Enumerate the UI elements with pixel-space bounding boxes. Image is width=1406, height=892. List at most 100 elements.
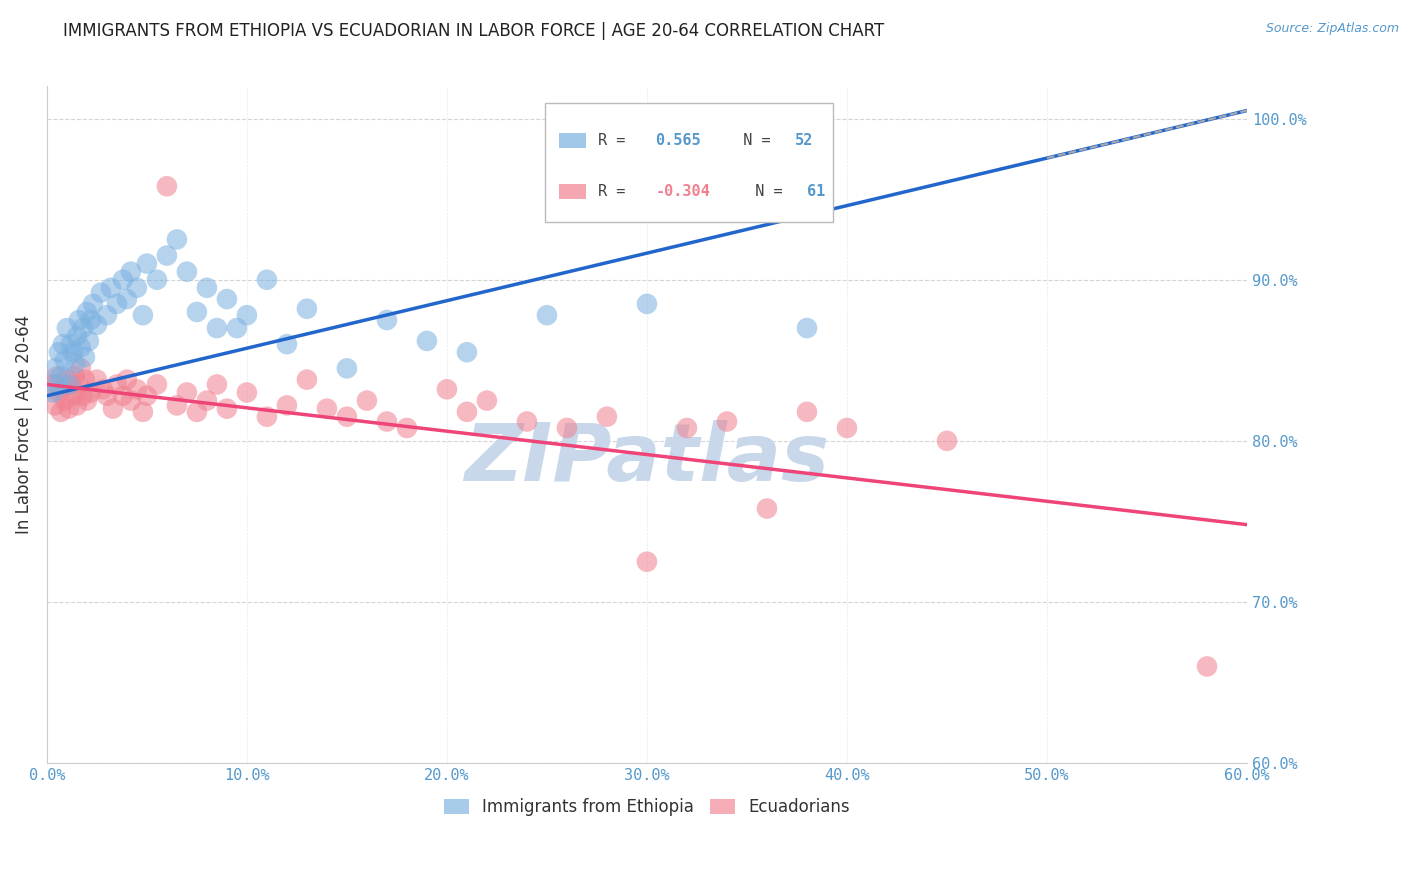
Point xyxy=(48,385,70,400)
Text: N =: N = xyxy=(725,133,780,148)
Point xyxy=(276,398,298,412)
Point xyxy=(105,377,128,392)
Point xyxy=(436,382,458,396)
Point xyxy=(62,389,84,403)
Point xyxy=(186,305,208,319)
Point xyxy=(58,377,80,392)
FancyBboxPatch shape xyxy=(546,103,832,222)
Point xyxy=(125,281,148,295)
Point xyxy=(796,405,818,419)
Point xyxy=(295,373,318,387)
Point xyxy=(456,345,478,359)
Point xyxy=(226,321,249,335)
Point xyxy=(63,369,86,384)
Point xyxy=(215,292,238,306)
Text: IMMIGRANTS FROM ETHIOPIA VS ECUADORIAN IN LABOR FORCE | AGE 20-64 CORRELATION CH: IMMIGRANTS FROM ETHIOPIA VS ECUADORIAN I… xyxy=(63,22,884,40)
Point xyxy=(96,389,118,403)
Point xyxy=(156,179,179,194)
Point xyxy=(1195,659,1218,673)
Point xyxy=(176,265,198,279)
Point xyxy=(166,398,188,412)
Text: 52: 52 xyxy=(794,133,813,148)
Point xyxy=(195,281,218,295)
Point xyxy=(456,405,478,419)
Point xyxy=(44,361,66,376)
Text: 61: 61 xyxy=(807,184,825,199)
Point xyxy=(80,313,103,327)
Point xyxy=(44,398,66,412)
Point xyxy=(96,308,118,322)
Point xyxy=(336,361,359,376)
Point xyxy=(86,318,108,332)
Point xyxy=(636,555,658,569)
Point xyxy=(45,377,67,392)
Point xyxy=(72,321,94,335)
Point xyxy=(120,265,142,279)
Text: -0.304: -0.304 xyxy=(655,184,710,199)
Point xyxy=(100,281,122,295)
Point xyxy=(205,321,228,335)
Point xyxy=(416,334,439,348)
Point xyxy=(295,301,318,316)
Point xyxy=(166,232,188,246)
Point xyxy=(67,313,90,327)
Point xyxy=(186,405,208,419)
Point xyxy=(596,409,619,424)
Point xyxy=(67,377,90,392)
Point xyxy=(42,377,65,392)
Point xyxy=(205,377,228,392)
Point xyxy=(91,382,114,396)
Point xyxy=(146,377,169,392)
Point xyxy=(796,321,818,335)
Point xyxy=(375,313,398,327)
Point xyxy=(72,389,94,403)
Point xyxy=(58,401,80,416)
Point xyxy=(42,385,65,400)
Point xyxy=(53,353,76,368)
Point xyxy=(135,389,157,403)
Point xyxy=(555,421,578,435)
Point xyxy=(101,401,124,416)
Point xyxy=(53,393,76,408)
Text: ZIPatlas: ZIPatlas xyxy=(464,419,830,498)
Point xyxy=(56,321,79,335)
Text: Source: ZipAtlas.com: Source: ZipAtlas.com xyxy=(1265,22,1399,36)
Point xyxy=(63,357,86,371)
Point xyxy=(49,405,72,419)
Point xyxy=(636,297,658,311)
Point xyxy=(90,285,112,300)
Point xyxy=(80,385,103,400)
Point xyxy=(66,398,89,412)
Point xyxy=(176,385,198,400)
Point xyxy=(256,273,278,287)
Point xyxy=(62,345,84,359)
Point xyxy=(146,273,169,287)
Point xyxy=(56,373,79,387)
Y-axis label: In Labor Force | Age 20-64: In Labor Force | Age 20-64 xyxy=(15,315,32,534)
Point xyxy=(111,389,134,403)
Point xyxy=(936,434,959,448)
Point xyxy=(316,401,339,416)
FancyBboxPatch shape xyxy=(560,184,586,199)
Point xyxy=(256,409,278,424)
Point xyxy=(716,415,738,429)
Point xyxy=(76,393,98,408)
Point xyxy=(77,334,100,348)
Point xyxy=(676,421,699,435)
Point xyxy=(52,337,75,351)
Point xyxy=(86,373,108,387)
Point xyxy=(66,329,89,343)
Text: R =: R = xyxy=(598,184,634,199)
Point xyxy=(336,409,359,424)
Point xyxy=(125,382,148,396)
Point xyxy=(195,393,218,408)
Point xyxy=(395,421,418,435)
Point xyxy=(49,369,72,384)
Point xyxy=(356,393,378,408)
Point xyxy=(132,308,155,322)
Point xyxy=(115,292,138,306)
Text: N =: N = xyxy=(737,184,792,199)
Point xyxy=(59,337,82,351)
Point xyxy=(135,257,157,271)
Point xyxy=(105,297,128,311)
